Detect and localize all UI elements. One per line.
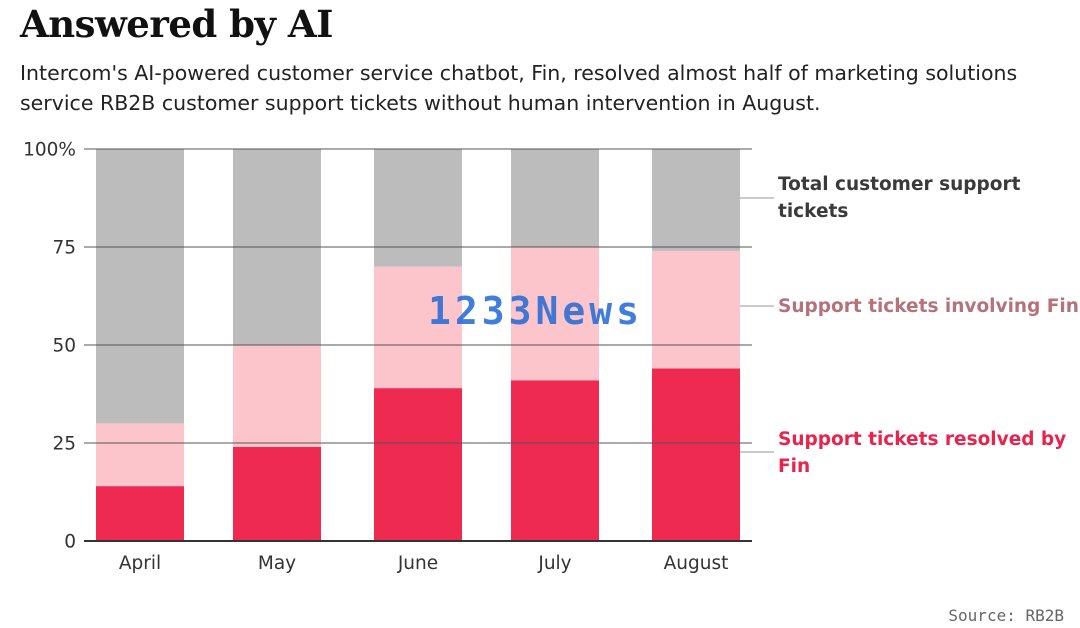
- bar-segment: [374, 266, 462, 389]
- legend-label: Support tickets involving Fin: [778, 296, 1079, 317]
- legend-label: Total customer support: [778, 174, 1021, 195]
- x-tick-label: August: [664, 553, 729, 574]
- bar-segment: [652, 368, 740, 541]
- x-tick-label: July: [537, 553, 571, 574]
- bar-segment: [511, 247, 599, 381]
- chart-subtitle: Intercom's AI-powered customer service c…: [20, 61, 1018, 115]
- bar-segment: [511, 149, 599, 247]
- bar-segment: [652, 250, 740, 369]
- x-tick-label: June: [397, 553, 438, 574]
- y-tick-label: 75: [52, 238, 76, 259]
- x-tick-label: May: [258, 553, 296, 574]
- chart-area: April May June July August 0 25 50 75 100% Total c…: [0, 130, 1080, 580]
- legend-label: tickets: [778, 201, 848, 222]
- x-tick-label: April: [119, 553, 161, 574]
- legend-label: Support tickets resolved by: [778, 429, 1066, 450]
- bar-segment: [374, 149, 462, 267]
- stacked-bar-chart: April May June July August 0 25 50 75 100% Total c…: [23, 140, 1079, 575]
- y-tick-label: 50: [52, 336, 76, 357]
- bar-segment: [96, 149, 184, 424]
- chart-title: Answered by AI: [20, 2, 333, 46]
- legend-label: Fin: [778, 456, 810, 477]
- bar-segment: [233, 446, 321, 541]
- bar-segment: [374, 388, 462, 541]
- y-tick-label: 25: [52, 434, 76, 455]
- y-tick-label: 0: [64, 532, 76, 553]
- bar-segment: [96, 486, 184, 541]
- bar-segment: [96, 423, 184, 487]
- bar-segment: [511, 380, 599, 541]
- y-tick-label: 100%: [23, 140, 76, 161]
- bar-segment: [233, 345, 321, 447]
- source-note: Source: RB2B: [948, 606, 1064, 625]
- watermark-logo: 1233News: [428, 289, 644, 333]
- bar-segment: [652, 149, 740, 251]
